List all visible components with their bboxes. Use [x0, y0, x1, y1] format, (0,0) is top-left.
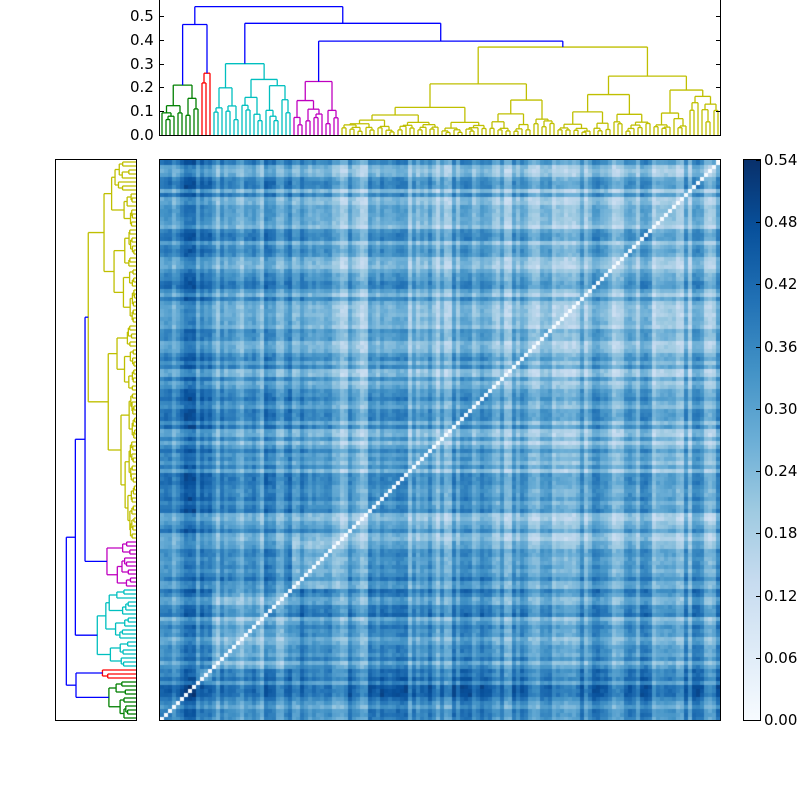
left-dendrogram-plot: [65, 161, 136, 719]
top-dendrogram-ytick-label: 0.2: [130, 78, 154, 97]
top-dendrogram-ytick: [716, 63, 720, 65]
colorbar-tick-label: 0.12: [764, 586, 798, 605]
top-dendrogram-ytick-label: 0.1: [130, 102, 154, 121]
top-dendrogram-ytick-label: 0.5: [130, 7, 154, 26]
colorbar-tick: [756, 222, 760, 224]
top-dendrogram: [159, 0, 721, 136]
colorbar-tick: [756, 160, 760, 161]
heatmap-canvas: [160, 160, 720, 720]
colorbar-tick: [756, 657, 760, 659]
colorbar-tick-label: 0.36: [764, 337, 798, 356]
top-dendrogram-ytick: [716, 135, 720, 136]
top-dendrogram-ytick: [160, 111, 164, 113]
top-dendrogram-ytick: [716, 16, 720, 18]
colorbar-tick: [756, 533, 760, 535]
top-dendrogram-ytick: [160, 39, 164, 41]
top-dendrogram-ytick: [160, 135, 164, 136]
colorbar-tick: [756, 720, 760, 721]
top-dendrogram-ytick: [160, 16, 164, 18]
top-dendrogram-ytick-label: 0.3: [130, 54, 154, 73]
colorbar-tick-label: 0.30: [764, 399, 798, 418]
top-dendrogram-ytick: [716, 39, 720, 41]
top-dendrogram-plot: [161, 6, 719, 135]
colorbar: [743, 159, 761, 721]
colorbar-tick: [756, 346, 760, 348]
colorbar-tick: [756, 408, 760, 410]
top-dendrogram-ytick: [716, 87, 720, 89]
colorbar-tick: [756, 471, 760, 473]
colorbar-tick-label: 0.18: [764, 524, 798, 543]
top-dendrogram-ytick-label: 0.4: [130, 30, 154, 49]
colorbar-tick-label: 0.24: [764, 462, 798, 481]
top-dendrogram-ytick: [160, 87, 164, 89]
colorbar-tick-label: 0.00: [764, 711, 798, 729]
colorbar-tick-label: 0.06: [764, 648, 798, 667]
colorbar-tick: [756, 284, 760, 286]
top-dendrogram-ytick: [160, 63, 164, 65]
top-dendrogram-ytick-label: 0.0: [130, 126, 154, 144]
colorbar-tick-label: 0.54: [764, 151, 798, 169]
colorbar-tick-label: 0.42: [764, 275, 798, 294]
colorbar-tick-label: 0.48: [764, 213, 798, 232]
heatmap: [159, 159, 721, 721]
top-dendrogram-ytick: [716, 111, 720, 113]
left-dendrogram: [55, 159, 137, 721]
colorbar-tick: [756, 595, 760, 597]
